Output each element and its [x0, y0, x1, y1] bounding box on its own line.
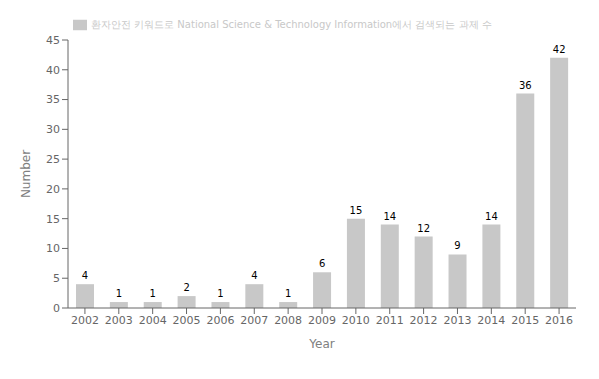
svg-text:4: 4: [82, 270, 88, 281]
svg-text:1: 1: [217, 288, 223, 299]
svg-text:14: 14: [485, 211, 498, 222]
svg-text:2009: 2009: [308, 314, 336, 327]
svg-text:35: 35: [46, 93, 60, 106]
svg-text:40: 40: [46, 64, 60, 77]
svg-text:15: 15: [350, 205, 363, 216]
svg-text:30: 30: [46, 123, 60, 136]
svg-text:14: 14: [383, 211, 396, 222]
svg-text:1: 1: [285, 288, 291, 299]
svg-text:2011: 2011: [376, 314, 404, 327]
svg-text:2004: 2004: [139, 314, 167, 327]
svg-text:2014: 2014: [477, 314, 505, 327]
svg-text:2008: 2008: [274, 314, 302, 327]
svg-text:2010: 2010: [342, 314, 370, 327]
svg-text:5: 5: [53, 272, 60, 285]
svg-text:12: 12: [417, 223, 430, 234]
svg-text:45: 45: [46, 34, 60, 47]
svg-text:10: 10: [46, 242, 60, 255]
svg-text:Number: Number: [19, 150, 33, 198]
svg-text:2007: 2007: [240, 314, 268, 327]
svg-text:0: 0: [53, 302, 60, 315]
svg-text:2012: 2012: [410, 314, 438, 327]
svg-text:2006: 2006: [206, 314, 234, 327]
svg-text:25: 25: [46, 153, 60, 166]
svg-text:2002: 2002: [71, 314, 99, 327]
svg-text:2013: 2013: [443, 314, 471, 327]
svg-text:2005: 2005: [173, 314, 201, 327]
svg-text:2016: 2016: [545, 314, 573, 327]
svg-text:4: 4: [251, 270, 257, 281]
svg-text:20: 20: [46, 183, 60, 196]
svg-text:2: 2: [183, 282, 189, 293]
svg-text:1: 1: [116, 288, 122, 299]
svg-text:1: 1: [150, 288, 156, 299]
svg-text:15: 15: [46, 213, 60, 226]
svg-text:9: 9: [454, 240, 460, 251]
svg-text:36: 36: [519, 80, 532, 91]
svg-text:42: 42: [553, 44, 566, 55]
svg-text:Year: Year: [308, 337, 334, 351]
svg-text:2003: 2003: [105, 314, 133, 327]
svg-text:6: 6: [319, 258, 325, 269]
svg-text:2015: 2015: [511, 314, 539, 327]
html-text:환자안전 키워드로 National Science & T: 환자안전 키워드로 National Science & Technology …: [91, 19, 492, 30]
